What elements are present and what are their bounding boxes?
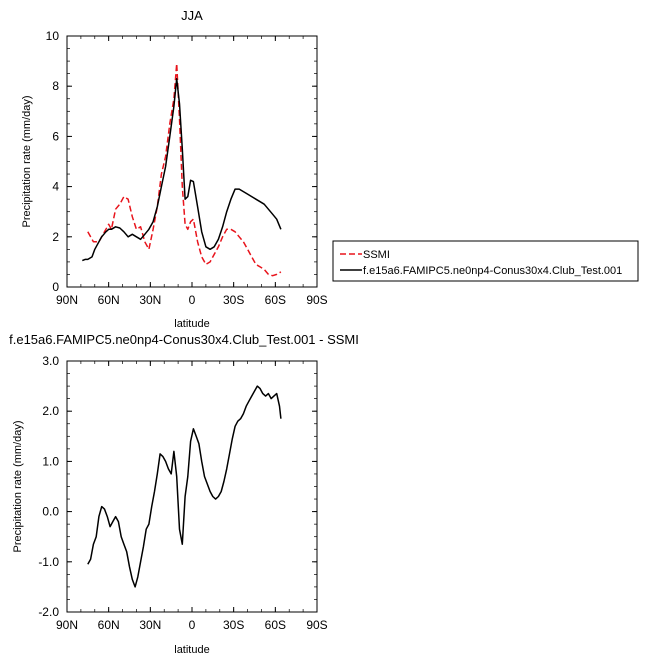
top-plot-frame xyxy=(66,35,318,288)
top-y-tick-label: 2 xyxy=(52,230,59,244)
top-y-tick-label: 8 xyxy=(52,79,59,93)
top-x-tick-label: 30S xyxy=(223,293,244,307)
bottom-x-axis-label: latitude xyxy=(174,644,209,656)
bottom-x-tick-label: 30S xyxy=(223,618,244,632)
top-x-tick-label: 0 xyxy=(189,293,196,307)
top-y-tick-label: 6 xyxy=(52,129,59,143)
top-chart-title: JJA xyxy=(181,8,203,23)
top-x-tick-label: 60N xyxy=(98,293,120,307)
bottom-x-tick-label: 90N xyxy=(56,618,78,632)
legend: SSMI f.e15a6.FAMIPC5.ne0np4-Conus30x4.Cl… xyxy=(332,240,639,282)
top-x-tick-label: 90S xyxy=(306,293,327,307)
top-x-axis-label: latitude xyxy=(174,318,209,330)
top-y-tick-label: 0 xyxy=(52,280,59,294)
bottom-y-tick-label: 0.0 xyxy=(42,505,59,519)
bottom-y-axis-label: Precipitation rate (mm/day) xyxy=(12,420,24,552)
bottom-y-tick-label: 2.0 xyxy=(42,404,59,418)
bottom-series-lines xyxy=(87,385,282,588)
bottom-chart-title: f.e15a6.FAMIPC5.ne0np4-Conus30x4.Club_Te… xyxy=(9,332,359,347)
top-y-tick-label: 10 xyxy=(46,29,60,43)
top-series-line-model xyxy=(82,77,282,262)
bottom-x-tick-label: 0 xyxy=(189,618,196,632)
legend-label-model: f.e15a6.FAMIPC5.ne0np4-Conus30x4.Club_Te… xyxy=(363,265,622,277)
bottom-y-tick-label: -1.0 xyxy=(38,555,59,569)
top-y-ticks: 0 2 4 6 8 10 xyxy=(46,29,317,294)
bottom-y-tick-label: -2.0 xyxy=(38,605,59,619)
legend-box xyxy=(332,240,639,282)
top-chart: JJA 0 2 4 6 8 10 90N 60N 30N 0 30S 60S 90S latitude… xyxy=(21,8,328,330)
bottom-series-line-difference xyxy=(87,385,282,588)
bottom-x-tick-label: 90S xyxy=(306,618,327,632)
top-x-tick-label: 60S xyxy=(265,293,286,307)
bottom-x-tick-label: 30N xyxy=(139,618,161,632)
top-x-tick-label: 30N xyxy=(139,293,161,307)
top-y-tick-label: 4 xyxy=(52,180,59,194)
bottom-x-tick-label: 60N xyxy=(98,618,120,632)
top-series-lines xyxy=(82,62,282,277)
bottom-plot-frame xyxy=(66,360,318,613)
bottom-y-tick-label: 3.0 xyxy=(42,354,59,368)
bottom-x-ticks: 90N 60N 30N 0 30S 60S 90S xyxy=(56,361,328,632)
bottom-chart: f.e15a6.FAMIPC5.ne0np4-Conus30x4.Club_Te… xyxy=(9,332,359,656)
bottom-y-ticks: -2.0 -1.0 0.0 1.0 2.0 3.0 xyxy=(38,354,317,619)
top-y-axis-label: Precipitation rate (mm/day) xyxy=(21,95,33,227)
bottom-y-tick-label: 1.0 xyxy=(42,454,59,468)
top-series-line-ssmi xyxy=(87,62,282,277)
legend-label-ssmi: SSMI xyxy=(363,249,390,261)
top-x-ticks: 90N 60N 30N 0 30S 60S 90S xyxy=(56,36,328,307)
bottom-x-tick-label: 60S xyxy=(265,618,286,632)
top-x-tick-label: 90N xyxy=(56,293,78,307)
